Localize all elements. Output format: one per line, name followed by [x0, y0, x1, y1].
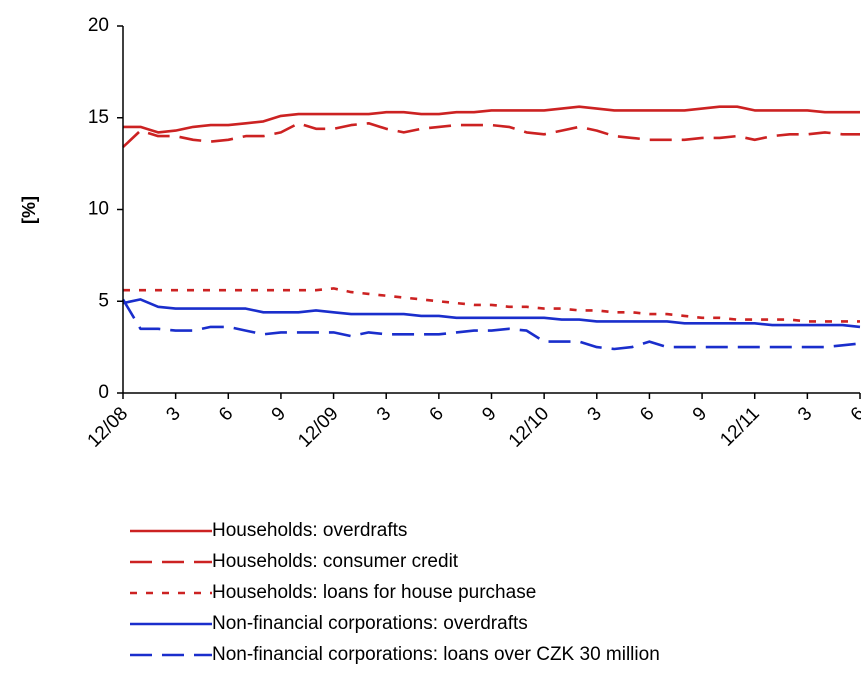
x-tick-label: 9 [268, 403, 290, 425]
series-line-1 [123, 105, 860, 134]
legend-swatch [130, 591, 212, 594]
y-tick-label: 20 [88, 15, 109, 36]
legend-label: Non-financial corporations: loans over C… [212, 643, 660, 665]
legend-label: Households: consumer credit [212, 550, 459, 572]
legend-label: Households: loans for house purchase [212, 581, 537, 603]
x-tick-label: 12/09 [294, 403, 342, 451]
x-tick-label: 3 [162, 403, 184, 425]
x-tick-label: 6 [426, 403, 448, 425]
x-tick-label: 12/10 [505, 403, 553, 451]
series-line-5 [121, 298, 861, 351]
legend-item: Non-financial corporations: overdrafts [128, 608, 660, 639]
legend-item: Non-financial corporations: loans over C… [128, 639, 660, 670]
y-tick-label: 15 [88, 107, 109, 128]
legend-swatch [130, 653, 212, 656]
legend-item: Households: consumer credit [128, 546, 660, 577]
series-layer [121, 105, 861, 351]
x-tick-label: 3 [373, 403, 395, 425]
x-tick-label: 6 [636, 403, 658, 425]
series-line-2 [122, 122, 860, 149]
y-axis-title: [%] [19, 196, 39, 224]
legend: Households: overdrafts Households: consum… [128, 515, 660, 670]
legend-label: Households: overdrafts [212, 519, 408, 541]
legend-swatch [130, 560, 212, 563]
x-tick-label: 9 [478, 403, 500, 425]
legend-swatch [130, 529, 212, 532]
x-tick-label: 9 [689, 403, 711, 425]
legend-item: Households: loans for house purchase [128, 577, 660, 608]
y-tick-label: 10 [88, 199, 109, 220]
x-axis-ticks: 12/08 3 6 9 12/09 3 6 9 12/10 3 6 9 12/11 3 6 [84, 393, 861, 452]
x-tick-label: 3 [584, 403, 606, 425]
x-tick-label: 6 [215, 403, 237, 425]
x-tick-label: 12/11 [716, 403, 763, 450]
x-tick-label: 3 [794, 403, 816, 425]
legend-label: Non-financial corporations: overdrafts [212, 612, 528, 634]
x-tick-label: 6 [847, 403, 861, 425]
legend-swatch [130, 622, 212, 625]
y-axis-ticks: 0 5 10 15 20 [88, 15, 123, 403]
series-line-3 [123, 287, 860, 323]
legend-item: Households: overdrafts [128, 515, 660, 546]
series-line-4 [122, 298, 861, 329]
x-tick-label: 12/08 [84, 403, 132, 451]
y-tick-label: 0 [98, 382, 109, 403]
y-tick-label: 5 [98, 290, 109, 311]
